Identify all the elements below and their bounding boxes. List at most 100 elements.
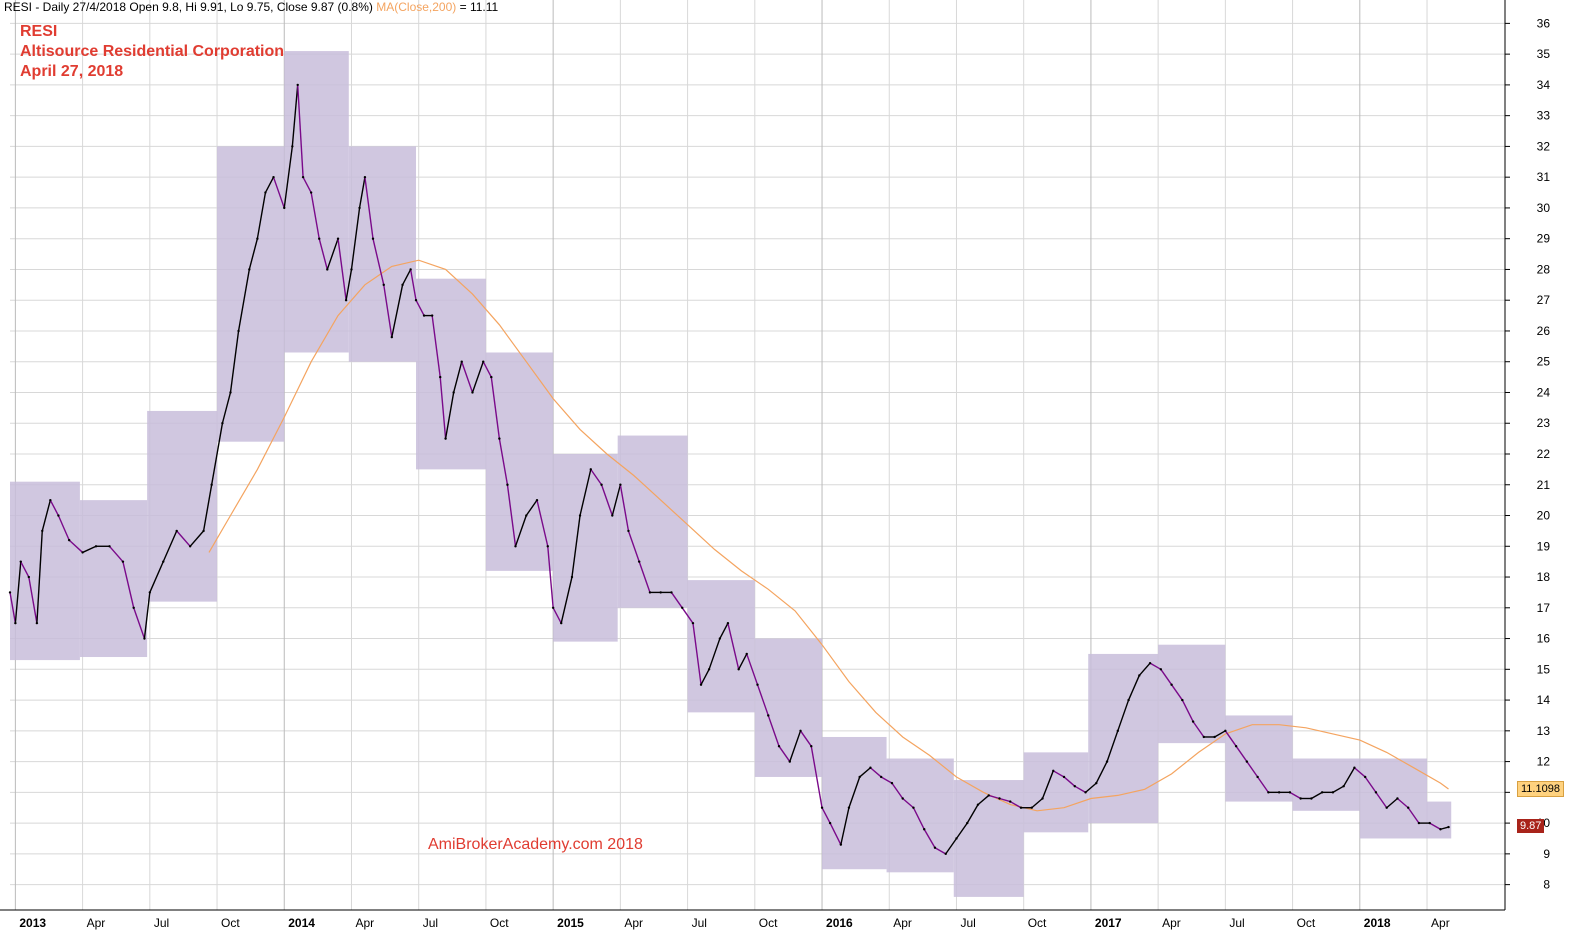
price-segment bbox=[891, 782, 904, 799]
darvas-box bbox=[1359, 758, 1428, 839]
price-segment bbox=[738, 653, 748, 670]
price-segment bbox=[383, 284, 393, 338]
price-point bbox=[506, 483, 509, 486]
x-tick-label: 2016 bbox=[826, 916, 853, 930]
price-segment bbox=[439, 377, 447, 439]
price-point bbox=[546, 545, 549, 548]
darvas-box bbox=[79, 500, 148, 658]
price-segment bbox=[9, 592, 17, 624]
price-point bbox=[221, 422, 224, 425]
x-tick-label: Jul bbox=[692, 916, 707, 930]
darvas-box bbox=[953, 780, 1024, 897]
header-prefix: RESI - Daily 27/4/2018 Open 9.8, Hi 9.91… bbox=[4, 0, 373, 14]
price-segment bbox=[627, 530, 640, 562]
price-segment bbox=[1192, 721, 1205, 738]
y-tick-label: 36 bbox=[1537, 16, 1551, 30]
price-point bbox=[535, 498, 539, 502]
price-segment bbox=[310, 192, 320, 239]
price-segment bbox=[272, 176, 285, 209]
price-segment bbox=[1117, 699, 1130, 732]
y-tick-label: 20 bbox=[1537, 509, 1551, 523]
x-tick-label: Jul bbox=[960, 916, 975, 930]
y-tick-label: 35 bbox=[1537, 47, 1551, 61]
price-point bbox=[966, 821, 969, 825]
price-point bbox=[810, 745, 813, 748]
price-point bbox=[1116, 729, 1120, 733]
y-tick-label: 17 bbox=[1537, 601, 1551, 615]
y-tick-label: 9 bbox=[1543, 847, 1550, 861]
price-point bbox=[498, 437, 501, 440]
price-point bbox=[460, 360, 463, 363]
price-point bbox=[1095, 781, 1098, 785]
darvas-box bbox=[687, 580, 755, 713]
price-segment bbox=[1343, 767, 1356, 787]
darvas-box bbox=[1023, 752, 1089, 833]
price-segment bbox=[1224, 730, 1237, 747]
price-segment bbox=[41, 499, 52, 532]
price-segment bbox=[600, 484, 613, 516]
price-segment bbox=[401, 269, 412, 286]
price-segment bbox=[409, 269, 417, 301]
price-point bbox=[256, 237, 259, 240]
darvas-box bbox=[217, 146, 285, 442]
y-tick-label: 25 bbox=[1537, 355, 1551, 369]
price-point bbox=[358, 206, 361, 210]
company-label: Altisource Residential Corporation bbox=[20, 43, 285, 60]
price-segment bbox=[364, 177, 374, 239]
price-point bbox=[737, 668, 740, 671]
price-segment bbox=[1009, 800, 1022, 809]
y-tick-label: 32 bbox=[1537, 139, 1551, 153]
price-point bbox=[745, 652, 748, 656]
darvas-box bbox=[348, 146, 417, 362]
price-point bbox=[998, 797, 1001, 800]
price-segment bbox=[133, 607, 146, 639]
price-segment bbox=[248, 238, 259, 270]
chart-title-block: RESI Altisource Residential Corporation … bbox=[20, 22, 284, 82]
darvas-box bbox=[10, 481, 80, 661]
price-segment bbox=[1052, 770, 1065, 778]
price-point bbox=[248, 268, 251, 271]
header-ma-value: = 11.11 bbox=[459, 0, 499, 14]
price-segment bbox=[719, 622, 729, 639]
price-point bbox=[108, 545, 111, 548]
price-segment bbox=[799, 730, 812, 747]
price-point bbox=[589, 468, 592, 471]
price-point bbox=[264, 191, 267, 194]
y-tick-label: 18 bbox=[1537, 570, 1551, 584]
price-segment bbox=[1257, 776, 1269, 793]
price-point bbox=[1428, 821, 1431, 825]
price-point bbox=[858, 775, 861, 779]
price-point bbox=[296, 83, 299, 87]
price-point bbox=[1181, 698, 1184, 702]
date-label: April 27, 2018 bbox=[20, 63, 124, 80]
price-segment bbox=[1127, 675, 1140, 701]
price-segment bbox=[829, 822, 842, 845]
price-segment bbox=[291, 84, 299, 147]
price-segment bbox=[1138, 662, 1151, 676]
price-segment bbox=[988, 794, 1000, 800]
price-point bbox=[525, 514, 528, 517]
price-point bbox=[578, 514, 582, 517]
price-point bbox=[382, 283, 385, 287]
y-tick-label: 12 bbox=[1537, 755, 1551, 769]
price-segment bbox=[912, 807, 925, 830]
price-segment bbox=[756, 684, 769, 716]
price-segment bbox=[590, 468, 603, 486]
price-point bbox=[912, 806, 915, 809]
price-segment bbox=[221, 392, 232, 424]
price-segment bbox=[176, 530, 191, 547]
price-segment bbox=[880, 776, 893, 784]
x-tick-label: Jul bbox=[154, 916, 169, 930]
price-segment bbox=[122, 561, 135, 608]
price-segment bbox=[923, 828, 936, 849]
price-segment bbox=[391, 284, 404, 338]
price-point bbox=[229, 391, 232, 394]
price-segment bbox=[638, 561, 651, 593]
price-point bbox=[363, 175, 367, 179]
price-segment bbox=[345, 269, 353, 301]
price-segment bbox=[162, 530, 178, 562]
ma-value-tag: 11.1098 bbox=[1517, 780, 1564, 797]
price-point bbox=[336, 237, 340, 240]
price-segment bbox=[498, 438, 509, 485]
